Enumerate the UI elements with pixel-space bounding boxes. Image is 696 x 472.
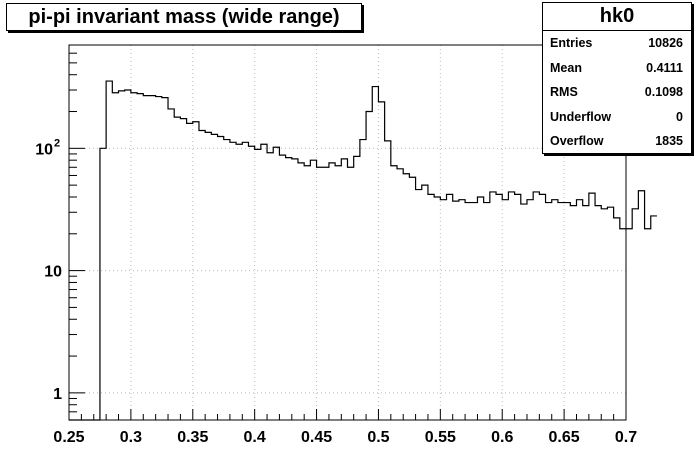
stats-row-entries: Entries 10826 [543,31,691,56]
stats-histogram-name: hk0 [543,3,691,31]
x-tick-label: 0.55 [425,429,456,446]
y-tick-label: 1 [53,386,62,403]
x-tick-label: 0.7 [615,429,637,446]
stats-value: 0.1098 [644,85,683,100]
stats-label: RMS [550,85,578,100]
chart-title: pi-pi invariant mass (wide range) [6,3,362,31]
stats-box: hk0 Entries 10826 Mean 0.4111 RMS 0.1098… [542,2,692,154]
x-tick-label: 0.4 [244,429,266,446]
x-tick-label: 0.45 [301,429,332,446]
x-tick-label: 0.65 [549,429,580,446]
y-tick-label: 10 [44,264,62,281]
stats-row-rms: RMS 0.1098 [543,80,691,105]
x-tick-label: 0.6 [491,429,513,446]
stats-value: 10826 [648,36,683,50]
stats-row-overflow: Overflow 1835 [543,129,691,154]
x-tick-label: 0.3 [120,429,142,446]
grid-lines [69,45,626,420]
stats-label: Overflow [550,134,604,149]
y-tick-exponent: 2 [54,137,60,149]
stats-value: 0.4111 [646,60,683,75]
x-tick-label: 0.35 [177,429,208,446]
plot-frame [68,44,627,421]
stats-label: Entries [550,36,593,50]
histogram-line [69,80,657,421]
x-tick-label: 0.5 [367,429,389,446]
x-tick-label: 0.25 [53,429,84,446]
stats-value: 1835 [655,134,683,149]
stats-row-mean: Mean 0.4111 [543,56,691,81]
stats-label: Mean [550,60,582,75]
stats-row-underflow: Underflow 0 [543,105,691,130]
stats-label: Underflow [550,109,612,124]
x-axis-ticks: 0.25 0.3 0.35 0.4 0.45 0.5 0.55 0.6 0.65 0.7 [53,409,637,446]
y-tick-label: 10 [35,141,53,158]
stats-value: 0 [676,109,683,124]
